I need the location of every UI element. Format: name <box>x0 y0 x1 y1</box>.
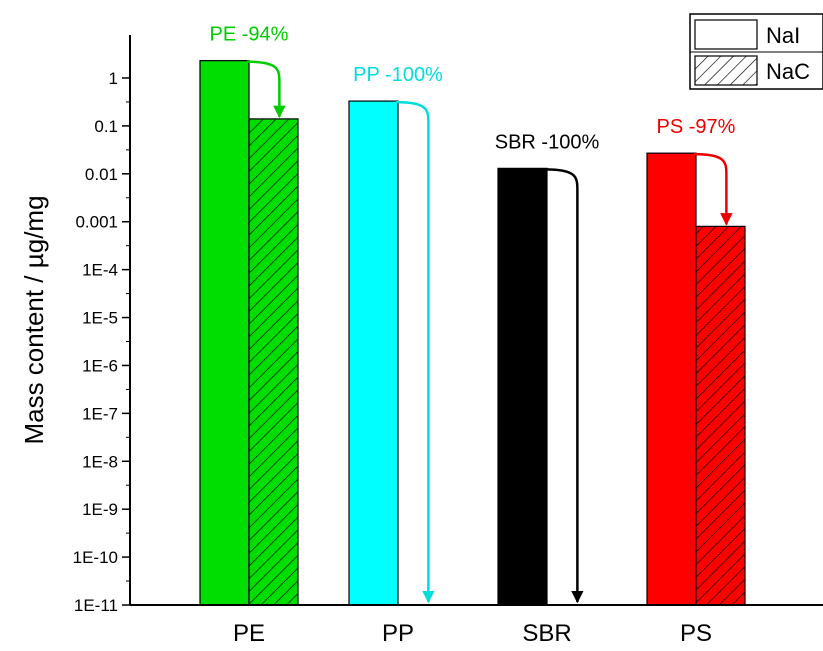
bars-layer <box>199 60 746 606</box>
x-tick-label-pp: PP <box>382 620 414 647</box>
annotation-ps: PS -97% <box>657 116 736 138</box>
legend-label-nac: NaC <box>766 59 810 84</box>
y-tick-label: 1E-6 <box>82 356 118 375</box>
y-tick-label: 1E-7 <box>82 404 118 423</box>
x-tick-label-sbr: SBR <box>522 620 571 647</box>
y-tick-label: 1E-10 <box>73 548 118 567</box>
legend-swatch-nac <box>694 55 758 86</box>
bar-pp-nai <box>348 100 399 606</box>
annotation-pp: PP -100% <box>353 64 443 86</box>
legend: NaI NaC <box>689 13 823 90</box>
y-tick-label: 1E-9 <box>82 500 118 519</box>
y-tick-label: 0.001 <box>75 213 118 232</box>
y-tick-label: 1E-4 <box>82 261 118 280</box>
x-axis-labels: PE PP SBR PS <box>233 620 712 647</box>
annotations-layer: PE -94% PP -100% SBR -100% PS -97% <box>210 24 736 154</box>
y-tick-label: 0.1 <box>94 117 118 136</box>
arrow-ps <box>693 152 733 226</box>
y-tick-label: 0.01 <box>85 165 118 184</box>
legend-swatch-nai <box>694 19 758 50</box>
bar-ps-nai <box>646 152 697 606</box>
legend-label-nai: NaI <box>766 23 800 48</box>
bar-ps-nac <box>695 225 746 606</box>
y-tick-label: 1E-8 <box>82 452 118 471</box>
arrow-pe <box>246 60 286 119</box>
y-tick-label: 1E-11 <box>74 596 118 615</box>
arrow-sbr <box>544 168 584 604</box>
y-axis-ticks: 1E-11 1E-10 1E-9 1E-8 1E-7 1E-6 1E-5 1E-4 0.001 0… <box>73 69 130 615</box>
y-axis-label: Mass content / µg/mg <box>19 195 49 444</box>
y-tick-label: 1 <box>109 69 118 88</box>
x-tick-label-pe: PE <box>233 620 265 647</box>
bar-pe-nai <box>199 60 250 606</box>
bar-pe-nac <box>248 118 299 606</box>
arrows-layer <box>246 60 733 604</box>
x-tick-label-ps: PS <box>680 620 712 647</box>
bar-sbr-nai <box>497 167 548 606</box>
arrow-pp <box>395 100 435 604</box>
annotation-pe: PE -94% <box>210 24 289 46</box>
y-tick-label: 1E-5 <box>82 309 118 328</box>
annotation-sbr: SBR -100% <box>495 131 600 153</box>
